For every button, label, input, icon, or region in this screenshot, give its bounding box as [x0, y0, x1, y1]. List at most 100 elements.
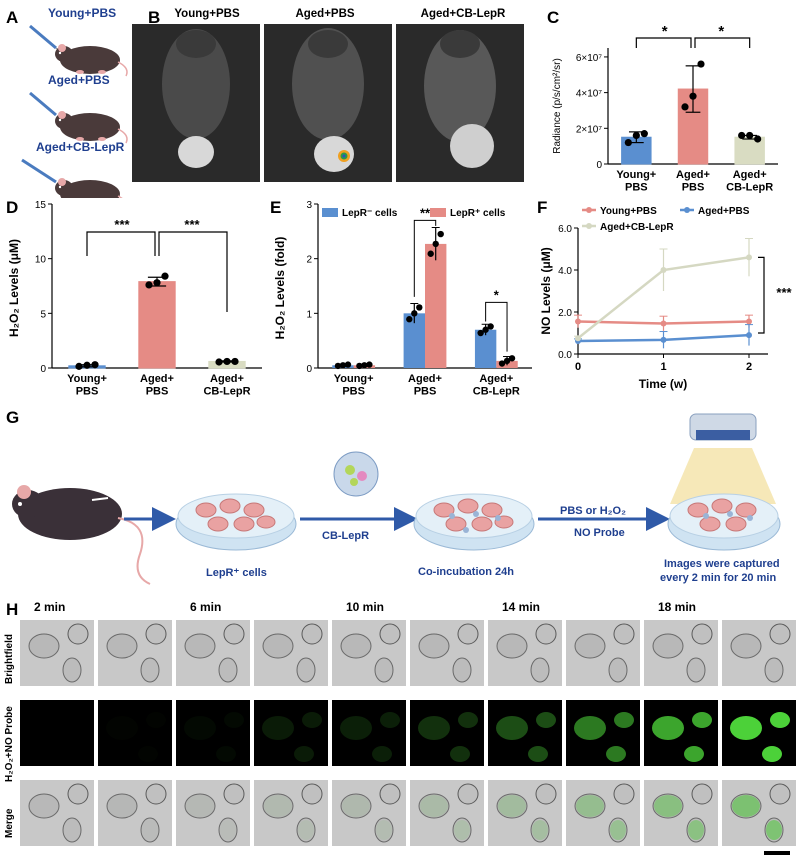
data-point [427, 250, 434, 257]
y-tick-label: 0 [596, 160, 602, 171]
data-point [640, 130, 648, 138]
row-label-brightfield: Brightfield [4, 634, 15, 684]
data-point [344, 361, 352, 368]
fluorescence-tile [644, 700, 718, 766]
merge-tile [176, 780, 250, 846]
chart-e: 0 1 2 3 H₂O₂ Levels (fold) Young+ PBS Aged+ PBS A… [273, 200, 532, 398]
ivis-image-aged-cb [396, 24, 524, 182]
bar [474, 329, 497, 368]
data-point [153, 279, 161, 287]
sig-bracket [758, 256, 765, 334]
sig-bracket [86, 231, 156, 256]
data-point [660, 320, 667, 327]
y-axis-label: Radiance (p/s/cm²/sr) [552, 58, 563, 154]
microscope-icon [670, 413, 776, 504]
sig-label: * [718, 23, 724, 40]
sig-label: *** [184, 217, 200, 232]
y-tick-label: 0 [40, 364, 46, 375]
scale-bar [764, 851, 790, 855]
fluorescence-tile [332, 700, 406, 766]
data-point [508, 355, 516, 362]
data-point [660, 336, 667, 343]
y-tick-label: 4×10⁷ [576, 89, 603, 100]
brightfield-tile [644, 620, 718, 686]
data-point [738, 131, 746, 140]
mouse-label-aged-cb-lepr: Aged+CB-LepR [36, 140, 125, 154]
y-tick-label: 2.0 [558, 308, 572, 319]
imaging-header-aged-cb: Aged+CB-LepR [420, 8, 506, 20]
merge-tile [20, 780, 94, 846]
y-tick-label: 6.0 [558, 224, 572, 235]
y-tick-label: 5 [40, 309, 46, 320]
data-point [339, 362, 347, 369]
panel-label-h: H [6, 600, 19, 619]
panel-label-b: B [148, 8, 161, 27]
data-point [437, 230, 444, 238]
data-point [361, 362, 368, 369]
data-point [91, 361, 99, 369]
bar [425, 243, 447, 368]
row-label-merge: Merge [4, 808, 15, 838]
sig-label: *** [114, 217, 130, 232]
fluorescence-tile [488, 700, 562, 766]
data-point [689, 92, 697, 100]
brightfield-tile [488, 620, 562, 686]
legend-label: Aged+CB-LepR [600, 222, 674, 233]
chart-f: 0.0 2.0 4.0 6.0 0 1 2 Time (w) NO Levels (μM) You… [539, 206, 793, 391]
data-point [754, 135, 762, 143]
x-tick-label: Young+ PBS [67, 373, 107, 398]
data-point [432, 240, 439, 248]
merge-tile [566, 780, 640, 846]
brightfield-tile [176, 620, 250, 686]
data-point [231, 357, 239, 366]
workflow-illustration [12, 413, 781, 585]
data-point [746, 131, 754, 140]
sig-bracket [635, 37, 692, 48]
brightfield-tile [566, 620, 640, 686]
panel-label-a: A [6, 8, 19, 27]
dish-imaging [667, 493, 781, 551]
fluorescence-tile [98, 700, 172, 766]
sig-label: * [662, 23, 668, 40]
bar [734, 136, 765, 165]
merge-tile [332, 780, 406, 846]
data-point [411, 310, 418, 317]
legend-label: Aged+PBS [698, 206, 750, 217]
data-point [746, 332, 752, 339]
y-tick-label: 15 [35, 200, 47, 211]
time-label-14min: 14 min [502, 600, 541, 614]
x-tick-label: Aged+ CB-LepR [473, 373, 520, 398]
legend: LepR⁻ cells LepR⁺ cells [322, 208, 506, 219]
mouse-label-aged-pbs: Aged+PBS [48, 73, 110, 87]
x-tick-label: Aged+ PBS [676, 169, 710, 194]
sig-bracket [485, 301, 508, 352]
x-tick-label: Young+ PBS [616, 169, 656, 194]
merge-tile [488, 780, 562, 846]
data-point [215, 358, 223, 366]
step-label-cb-lepr: CB-LepR [322, 530, 370, 542]
x-tick-label: 2 [746, 361, 752, 373]
mouse-aged-cb-icon [21, 158, 123, 198]
merge-tile [722, 780, 796, 846]
sig-bracket [158, 231, 228, 312]
y-tick-label: 4.0 [558, 266, 572, 277]
sig-bracket [694, 37, 751, 48]
x-axis-label: Time (w) [639, 377, 687, 391]
imaging-header-young: Young+PBS [174, 8, 240, 20]
step-label-lepr-cells: LepR⁺ cells [206, 567, 267, 579]
data-point [503, 357, 511, 365]
mouse-aged-icon [29, 91, 128, 144]
data-point [416, 304, 423, 311]
data-point [406, 316, 413, 323]
fluorescence-tile [20, 700, 94, 766]
data-point [356, 362, 363, 370]
y-axis-label: H₂O₂ Levels (fold) [273, 237, 287, 340]
data-point [498, 360, 506, 367]
arrow-label-no-probe: NO Probe [574, 527, 625, 539]
chart-d: 0 5 10 15 Young+ PBS Aged+ PBS Aged+ CB-LepR H₂O₂ … [7, 200, 262, 398]
arrow-label-pbs-h2o2: PBS or H₂O₂ [560, 505, 627, 517]
y-axis-label: H₂O₂ Levels (μM) [7, 239, 21, 337]
merge-tile [254, 780, 328, 846]
y-axis-label: NO Levels (μM) [539, 247, 553, 334]
fluorescence-tile [176, 700, 250, 766]
